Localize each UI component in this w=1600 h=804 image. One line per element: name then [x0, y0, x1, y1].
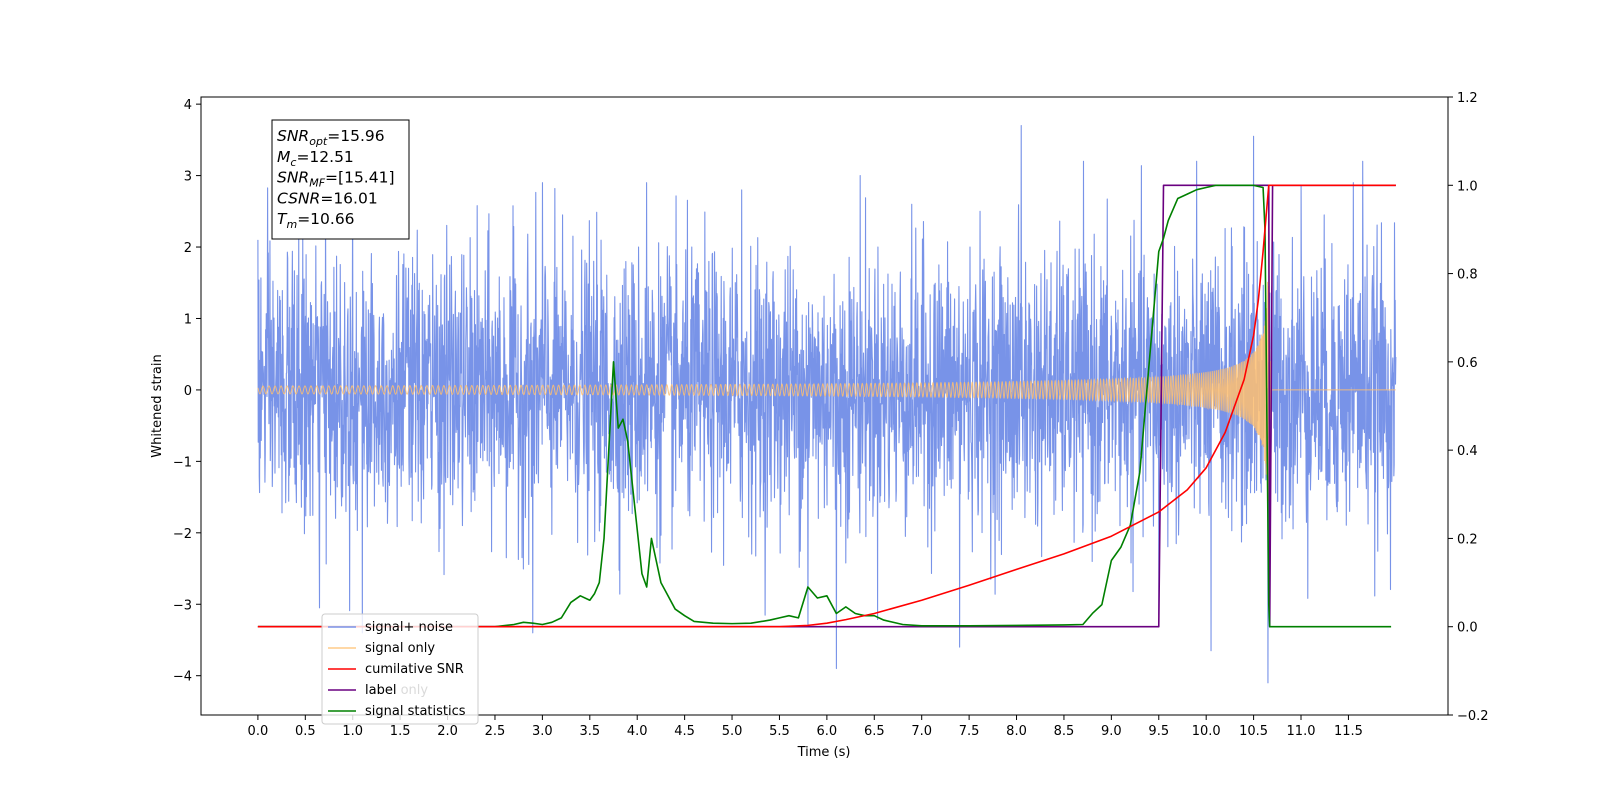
y-tick-label: 2: [184, 241, 192, 256]
y-tick-label: −3: [173, 598, 192, 613]
legend-frame: [321, 613, 479, 725]
legend-label-label-only: label only: [365, 683, 428, 698]
x-tick-label: 0.5: [295, 724, 316, 739]
legend-label-cumilative-snr: cumilative SNR: [365, 662, 464, 677]
plot-frame: [200, 96, 1449, 716]
y2-tick-label: 0.2: [1457, 532, 1478, 547]
x-tick-label: 0.0: [248, 724, 269, 739]
x-tick-label: 8.5: [1054, 724, 1075, 739]
legend: signal+ noise signal only cumilative SNR la…: [321, 613, 479, 725]
y-axis-ticks: 4 3 2 1 0 −1 −2 −3 −4: [173, 98, 201, 685]
annotation-subscript: c: [290, 156, 296, 169]
y-tick-label: −4: [173, 670, 192, 685]
x-tick-label: 8.0: [1006, 724, 1027, 739]
x-tick-label: 2.0: [437, 724, 458, 739]
x-tick-label: 6.0: [817, 724, 838, 739]
x-tick-label: 2.5: [485, 724, 506, 739]
y2-tick-label: −0.2: [1457, 709, 1489, 724]
legend-label-signal-statistics: signal statistics: [365, 704, 466, 719]
x-tick-label: 4.5: [674, 724, 695, 739]
y-tick-label: 1: [184, 312, 192, 327]
annotation-symbol: SNR: [277, 127, 309, 145]
y-axis-label: Whitened strain: [150, 354, 165, 457]
x-tick-label: 7.5: [959, 724, 980, 739]
x-tick-label: 11.5: [1334, 724, 1363, 739]
x-tick-label: 3.5: [579, 724, 600, 739]
x-tick-label: 9.0: [1101, 724, 1122, 739]
annotation-line: SNRopt=15.96: [277, 127, 385, 148]
y-tick-label: 4: [184, 98, 192, 113]
legend-label-label: label: [365, 683, 396, 698]
x-tick-label: 11.0: [1287, 724, 1316, 739]
y2-axis-ticks: 1.2 1.0 0.8 0.6 0.4 0.2 0.0 −0.2: [1448, 91, 1489, 724]
x-tick-label: 7.0: [911, 724, 932, 739]
annotation-symbol: CSNR: [277, 189, 320, 207]
series-layer: [257, 125, 1397, 684]
y2-tick-label: 1.0: [1457, 179, 1478, 194]
annotation-line: SNRMF=[15.41]: [277, 169, 395, 190]
annotation-symbol: SNR: [277, 169, 309, 187]
series-signal-only: [257, 275, 1396, 501]
series-cumulative-snr: [257, 184, 1396, 628]
y-tick-label: −2: [173, 527, 192, 542]
x-tick-label: 6.5: [864, 724, 885, 739]
annotation-symbol: T: [277, 210, 288, 228]
annotation-value: =15.96: [327, 127, 384, 145]
legend-label-signal-only: signal only: [365, 641, 435, 656]
y2-tick-label: 0.8: [1457, 268, 1478, 283]
y2-tick-label: 0.0: [1457, 621, 1478, 636]
y-tick-label: −1: [173, 455, 192, 470]
annotation-symbol: M: [277, 148, 290, 166]
x-tick-label: 1.5: [390, 724, 411, 739]
x-tick-label: 9.5: [1148, 724, 1169, 739]
x-tick-label: 3.0: [532, 724, 553, 739]
y2-tick-label: 0.6: [1457, 356, 1478, 371]
x-tick-label: 4.0: [627, 724, 648, 739]
annotation-line: Tm=10.66: [277, 210, 355, 231]
annotation-value: =12.51: [296, 148, 353, 166]
annotation-box: SNRopt=15.96Mc=12.51SNRMF=[15.41]CSNR=16…: [271, 119, 410, 240]
annotation-box-frame: [271, 119, 410, 240]
x-tick-label: 5.5: [769, 724, 790, 739]
x-tick-label: 10.0: [1192, 724, 1221, 739]
annotation-value: =16.01: [320, 189, 377, 207]
x-axis-ticks: 0.0 0.5 1.0 1.5 2.0 2.5 3.0 3.5 4.0 4.5 5.0 5.5 6.0 6…: [248, 715, 1363, 739]
annotation-value: =10.66: [297, 210, 354, 228]
legend-label-signal-noise: signal+ noise: [365, 620, 453, 635]
annotation-line: Mc=12.51: [277, 148, 354, 169]
y2-tick-label: 1.2: [1457, 91, 1478, 106]
x-axis-label: Time (s): [797, 745, 851, 760]
annotation-subscript: opt: [309, 135, 328, 148]
x-tick-label: 5.0: [722, 724, 743, 739]
y2-tick-label: 0.4: [1457, 444, 1478, 459]
annotation-subscript: MF: [309, 177, 325, 190]
annotation-value: =[15.41]: [325, 169, 394, 187]
x-tick-label: 10.5: [1239, 724, 1268, 739]
y-tick-label: 0: [184, 384, 192, 399]
series-signal-statistics: [257, 184, 1392, 628]
x-tick-label: 1.0: [342, 724, 363, 739]
annotation-line: CSNR=16.01: [277, 189, 378, 207]
y-tick-label: 3: [184, 170, 192, 185]
annotation-subscript: m: [286, 218, 297, 231]
